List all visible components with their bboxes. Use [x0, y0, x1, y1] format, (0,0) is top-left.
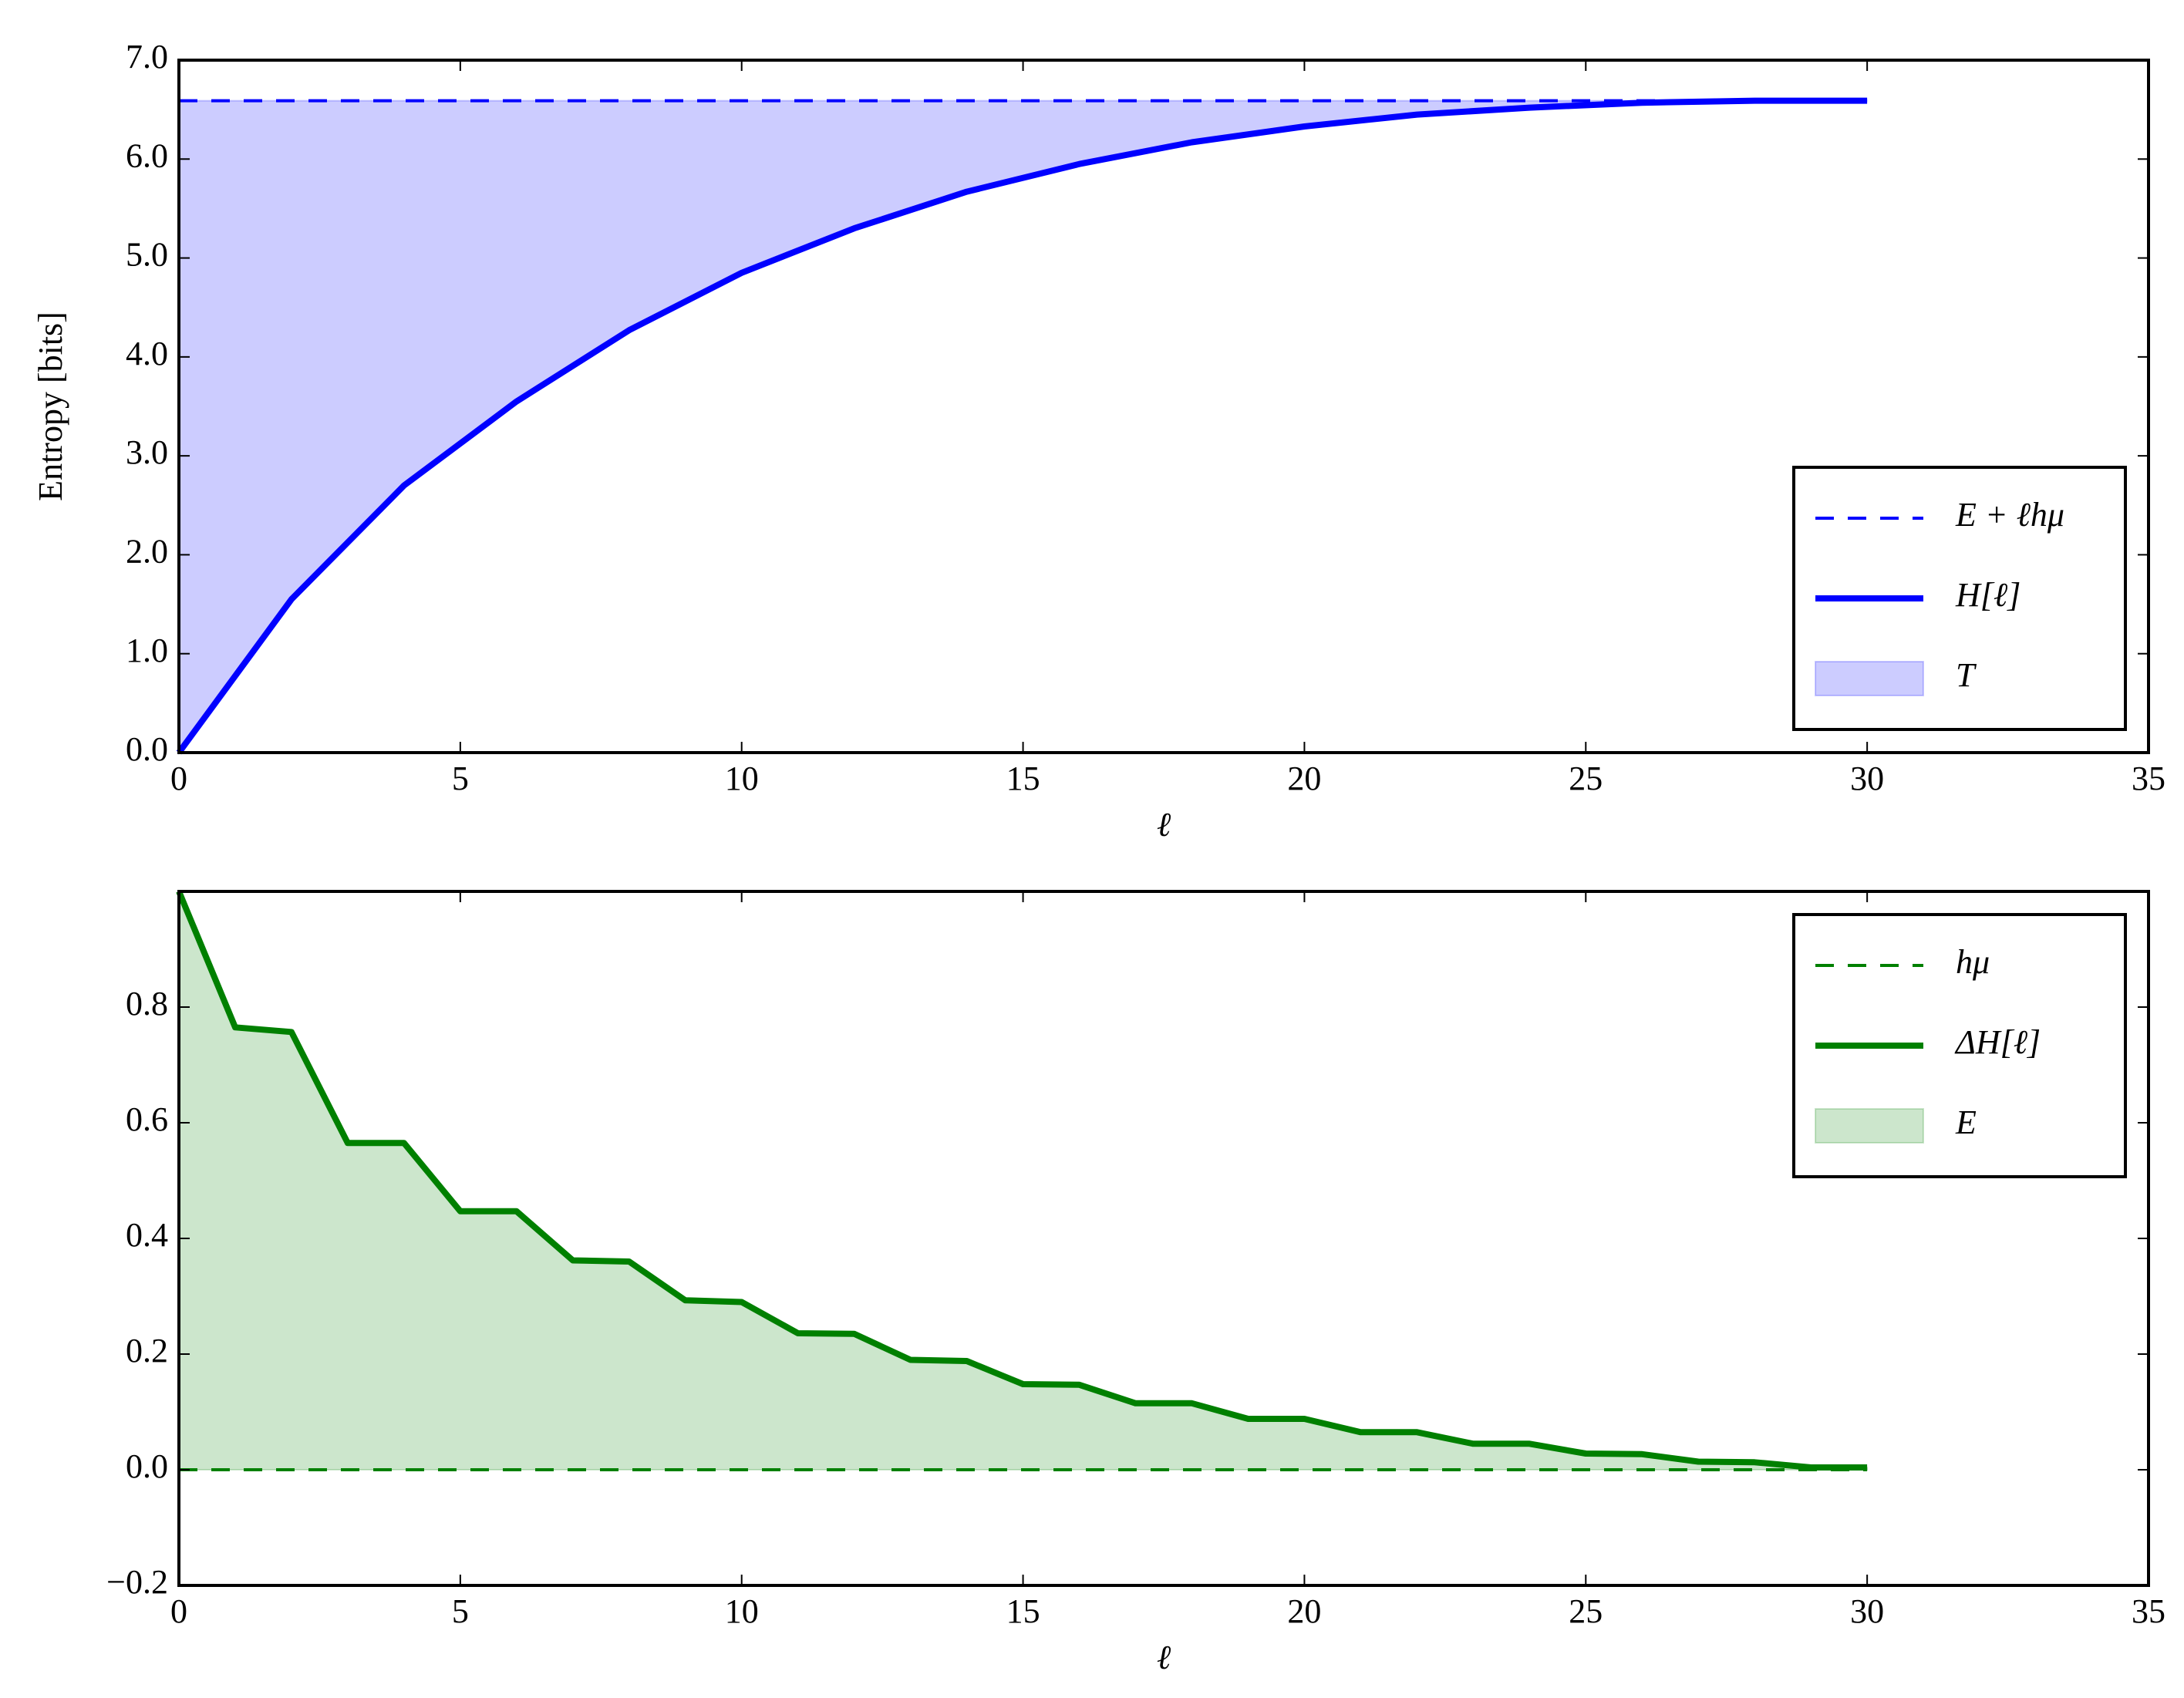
y-tick-label: 0.0 [126, 730, 168, 768]
y-tick-label: 4.0 [126, 335, 168, 372]
y-tick-label: 5.0 [126, 236, 168, 274]
x-tick-label: 25 [1569, 760, 1603, 797]
legend-swatch [1815, 661, 1924, 696]
y-tick-label: 6.0 [126, 136, 168, 174]
legend: E + ℓhμ H[ℓ] T [1792, 466, 2127, 731]
x-tick-label: 35 [2132, 1592, 2165, 1630]
x-tick-label: 20 [1287, 1592, 1321, 1630]
y-tick-label: 0.0 [126, 1447, 168, 1485]
legend-label: ΔH[ℓ] [1954, 1023, 2041, 1061]
x-tick-label: 25 [1569, 1592, 1603, 1630]
series-line [176, 890, 1868, 1471]
x-tick-label: 15 [1006, 1592, 1040, 1630]
x-tick-label: 20 [1287, 760, 1321, 797]
x-tick-label: 10 [725, 760, 759, 797]
x-axis-label: ℓ [1157, 806, 1171, 844]
y-tick-label: 3.0 [126, 433, 168, 471]
y-tick-label: −0.2 [106, 1563, 168, 1601]
legend: hμ ΔH[ℓ] E [1792, 913, 2127, 1178]
x-tick-label: 30 [1850, 760, 1884, 797]
legend-label: E [1955, 1103, 1977, 1141]
x-tick-label: 0 [170, 1592, 187, 1630]
axes-frame [177, 59, 2150, 754]
x-tick-label: 15 [1006, 760, 1040, 797]
y-tick-label: 0.8 [126, 985, 168, 1023]
chart: 0 5 10 15 20 25 30 35 −0.2 0.0 0.2 0.4 0.6 0.8 ℓ hμ ΔH[ℓ… [106, 890, 2165, 1676]
x-axis-label: ℓ [1157, 1639, 1171, 1676]
x-tick-label: 5 [452, 760, 469, 797]
x-tick-label: 35 [2132, 760, 2165, 797]
legend-label: H[ℓ] [1955, 576, 2021, 614]
y-axis-label: Entropy [bits] [32, 312, 69, 501]
series-line [176, 97, 1868, 755]
y-tick-label: 1.0 [126, 632, 168, 669]
area-fill [178, 99, 1868, 756]
y-tick-label: 0.2 [126, 1332, 168, 1370]
y-tick-label: 7.0 [126, 38, 168, 76]
x-tick-label: 10 [725, 1592, 759, 1630]
legend-label: T [1956, 656, 1977, 694]
legend-label: hμ [1956, 943, 1990, 981]
y-tick-label: 0.4 [126, 1216, 168, 1254]
y-tick-label: 0.6 [126, 1100, 168, 1138]
legend-label: E + ℓhμ [1955, 496, 2064, 534]
x-tick-label: 0 [170, 760, 187, 797]
x-tick-label: 5 [452, 1592, 469, 1630]
x-tick-label: 30 [1850, 1592, 1884, 1630]
legend-swatch [1815, 1108, 1924, 1144]
chart: 0 5 10 15 20 25 30 35 0.0 1.0 2.0 3.0 4.0 5.0 6.0 7.0 ℓ E… [32, 38, 2165, 844]
y-tick-label: 2.0 [126, 533, 168, 571]
